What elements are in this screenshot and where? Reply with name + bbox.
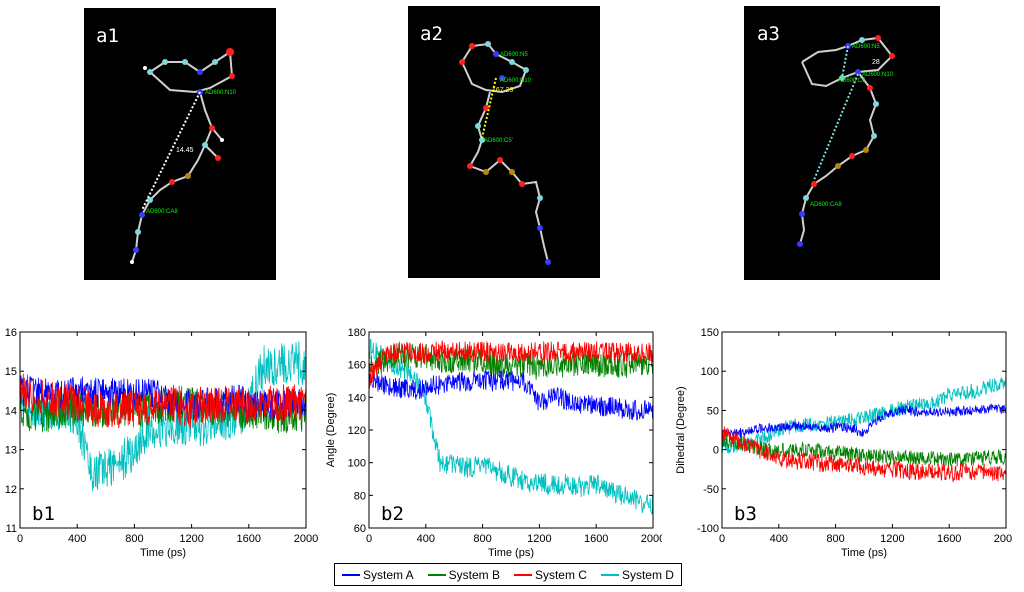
legend-entry-system-d: System D xyxy=(600,567,674,582)
panel-label-a1: a1 xyxy=(96,25,119,47)
y-tick-label: 60 xyxy=(354,523,366,535)
legend-swatch-system-c xyxy=(513,573,532,576)
annotation-a1-n10: AD600:N10 xyxy=(205,90,237,96)
x-tick-label: 2000 xyxy=(994,533,1012,545)
y-tick-label: 120 xyxy=(348,425,366,437)
x-tick-label: 0 xyxy=(719,533,725,545)
series-line-system-c xyxy=(368,339,654,388)
x-tick-label: 1200 xyxy=(179,533,203,545)
x-tick-label: 0 xyxy=(366,533,372,545)
structure-panel-a3: a3 AD600:N5 28 AD600:C6 AD600:N10 AD600:… xyxy=(744,6,940,280)
annotation-a1-distance: 14.45 xyxy=(176,147,194,154)
annotation-a2-angle: 167.29 xyxy=(492,87,514,94)
panel-label-b2: b2 xyxy=(381,503,404,525)
y-tick-label: -50 xyxy=(703,484,719,496)
annotation-a3-dihedral: 28 xyxy=(872,59,880,66)
annotation-a3-c6: AD600:C6 xyxy=(838,78,866,84)
structure-panel-a2: a2 AD600:N5 AD600:N10 167.29 AD600:C5' xyxy=(408,6,600,278)
chart-b3: 0 400 800 1200 1600 2000 -100 -50 0 50 100 150 Time … xyxy=(675,327,1012,559)
atoms-a3 xyxy=(797,35,895,247)
axes-frame xyxy=(19,331,307,529)
annotation-a2-n5: AD600:N5 xyxy=(500,52,528,58)
y-tick-label: 16 xyxy=(5,327,17,339)
x-tick-label: 2000 xyxy=(294,533,318,545)
series-line-system-c xyxy=(721,426,1007,483)
x-tick-label: 2000 xyxy=(641,533,662,545)
annotation-a1-ca8: AD600:CA8 xyxy=(146,209,178,215)
legend-entry-system-b: System B xyxy=(427,567,500,582)
distance-line-a1 xyxy=(141,91,201,211)
x-tick-label: 400 xyxy=(417,533,435,545)
y-tick-label: 15 xyxy=(5,366,17,378)
y-tick-label: -100 xyxy=(697,523,719,535)
series-line-system-a xyxy=(368,369,654,421)
panel-label-a2: a2 xyxy=(420,23,443,45)
legend-label-system-b: System B xyxy=(448,567,500,582)
y-tick-label: 12 xyxy=(5,484,17,496)
x-tick-label: 800 xyxy=(473,533,491,545)
annotation-a3-ca8: AD600:CA8 xyxy=(810,202,842,208)
panel-label-b3: b3 xyxy=(734,503,757,525)
y-axis-label: Angle (Degree) xyxy=(325,393,337,468)
plot-area xyxy=(722,332,1006,528)
legend-label-system-a: System A xyxy=(362,567,414,582)
y-tick-label: 180 xyxy=(348,327,366,339)
x-tick-label: 1200 xyxy=(527,533,551,545)
y-tick-label: 14 xyxy=(5,405,17,417)
x-axis-label: Time (ps) xyxy=(841,547,887,559)
structure-panels: a1 AD600:N10 14.45 AD600:CA8 a2 xyxy=(84,6,940,280)
series-line-system-d xyxy=(368,338,654,515)
y-tick-label: 140 xyxy=(348,392,366,404)
distance-line-a3 xyxy=(813,73,859,181)
annotation-a3-n5: AD600:N5 xyxy=(852,44,880,50)
y-axis-label: Dihedral (Degree) xyxy=(675,386,687,473)
x-tick-label: 800 xyxy=(826,533,844,545)
dihedral-line-a3 xyxy=(841,45,849,79)
atoms-a1 xyxy=(130,48,235,264)
panel-label-b1: b1 xyxy=(32,503,55,525)
legend-label-system-c: System C xyxy=(534,567,587,582)
x-tick-label: 0 xyxy=(17,533,23,545)
y-tick-label: 13 xyxy=(5,445,17,457)
annotation-a2-n10: AD600:N10 xyxy=(500,78,532,84)
y-tick-label: 160 xyxy=(348,360,366,372)
y-tick-label: 100 xyxy=(701,366,719,378)
chart-b1: 0 400 800 1200 1600 2000 11 12 13 14 15 16 Time (ps)… xyxy=(5,327,318,559)
x-tick-label: 1600 xyxy=(937,533,961,545)
atoms-a2 xyxy=(459,41,551,265)
x-tick-label: 400 xyxy=(770,533,788,545)
y-tick-label: 80 xyxy=(354,490,366,502)
x-tick-label: 1600 xyxy=(584,533,608,545)
legend-label-system-d: System D xyxy=(621,567,674,582)
legend-swatch-system-b xyxy=(427,573,446,576)
structure-panel-a1: a1 AD600:N10 14.45 AD600:CA8 xyxy=(84,8,276,280)
chart-b2: 0 400 800 1200 1600 2000 60 80 100 120 140 160 180 Ti… xyxy=(325,327,662,559)
annotation-a3-n10: AD600:N10 xyxy=(862,72,894,78)
legend-entry-system-a: System A xyxy=(341,567,414,582)
y-tick-label: 11 xyxy=(6,523,17,535)
y-tick-label: 100 xyxy=(348,458,366,470)
axes-frame xyxy=(721,331,1007,529)
x-tick-label: 1200 xyxy=(880,533,904,545)
series-line-system-d xyxy=(721,374,1007,455)
series-line-system-c xyxy=(19,373,307,429)
legend-swatch-system-d xyxy=(600,573,619,576)
y-tick-label: 0 xyxy=(713,445,719,457)
legend: System A System B System C System D xyxy=(334,563,682,586)
series-line-system-b xyxy=(721,434,1007,468)
x-tick-label: 1600 xyxy=(237,533,261,545)
annotation-a2-c5: AD600:C5' xyxy=(484,138,513,144)
y-tick-label: 50 xyxy=(707,405,719,417)
y-tick-label: 150 xyxy=(701,327,719,339)
legend-entry-system-c: System C xyxy=(513,567,587,582)
x-axis-label: Time (ps) xyxy=(140,547,186,559)
series-line-system-a xyxy=(721,403,1007,439)
x-tick-label: 400 xyxy=(68,533,86,545)
legend-swatch-system-a xyxy=(341,573,360,576)
x-tick-label: 800 xyxy=(125,533,143,545)
panel-label-a3: a3 xyxy=(757,23,780,45)
x-axis-label: Time (ps) xyxy=(488,547,534,559)
